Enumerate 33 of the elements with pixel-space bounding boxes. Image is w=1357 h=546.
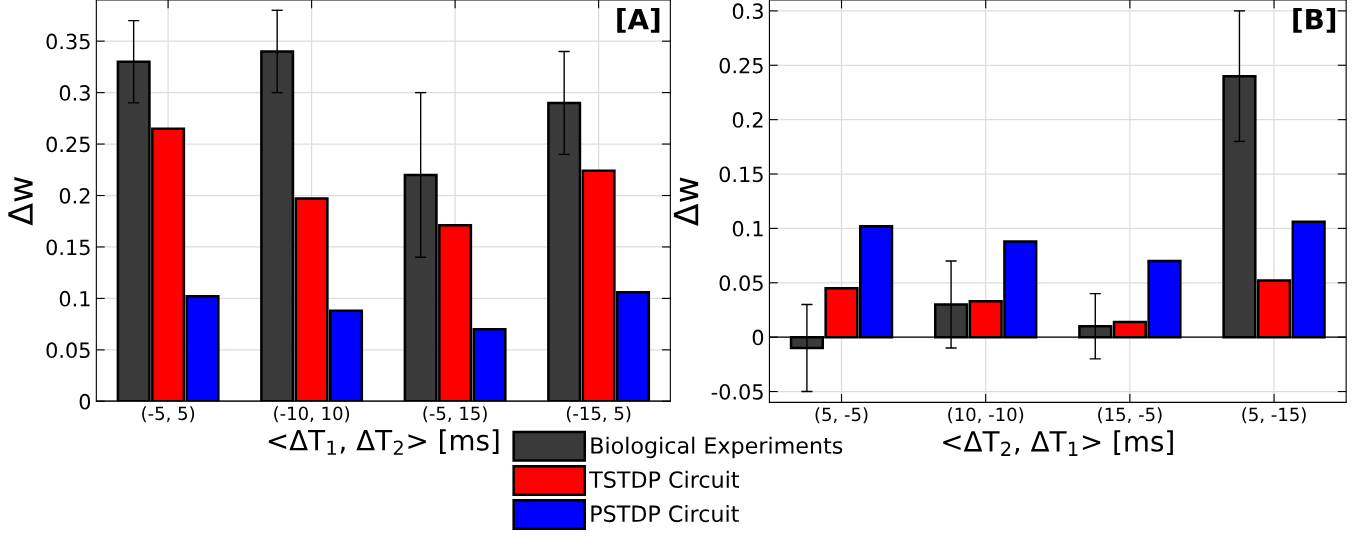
x-tick-label: (-10, 10) <box>274 406 350 423</box>
y-tick-label: 0.35 <box>46 33 90 50</box>
y-tick-label: 0.15 <box>719 166 763 183</box>
annotation: [B] <box>1293 8 1336 33</box>
y-tick-label: -0.05 <box>711 383 763 400</box>
legend-label: Biological Experiments <box>591 436 843 459</box>
x-tick-label: (-5, 5) <box>142 406 195 423</box>
legend-label: PSTDP Circuit <box>591 504 739 523</box>
x-tick-label: (5, -15) <box>1242 407 1306 424</box>
y-tick-label: 0.05 <box>719 275 763 291</box>
y-tick-label: 0.1 <box>59 290 90 307</box>
x-tick-label: (15, -5) <box>1098 407 1162 424</box>
y-tick-label: 0.2 <box>732 112 763 128</box>
y-tick-label: 0.2 <box>59 187 90 204</box>
x-tick-label: (5, -5) <box>815 407 868 424</box>
y-tick-label: 0 <box>79 393 91 410</box>
y-tick-label: 0.25 <box>719 57 763 74</box>
annotation: [A] <box>617 8 660 33</box>
y-tick-label: 0 <box>752 329 764 346</box>
x-tick-label: (10, -10) <box>948 407 1024 424</box>
x-axis-title: <ΔT$_{1}$, ΔT$_{2}$> [ms] <box>268 429 499 455</box>
x-tick-label: (-5, 15) <box>423 406 487 423</box>
y-tick-label: 0.15 <box>46 239 90 256</box>
y-tick-label: 0.3 <box>732 3 763 20</box>
x-tick-label: (-15, 5) <box>566 406 631 423</box>
y-tick-label: 0.3 <box>59 85 90 101</box>
y-tick-label: 0.25 <box>46 136 90 153</box>
y-axis-title: Δw <box>8 177 33 226</box>
y-tick-label: 0.05 <box>46 342 90 359</box>
y-tick-label: 0.1 <box>732 220 763 237</box>
legend-label: TSTDP Circuit <box>589 470 740 489</box>
x-axis-title: <ΔT$_{2}$, ΔT$_{1}$> [ms] <box>943 430 1173 456</box>
y-axis-title: Δw <box>673 177 699 226</box>
